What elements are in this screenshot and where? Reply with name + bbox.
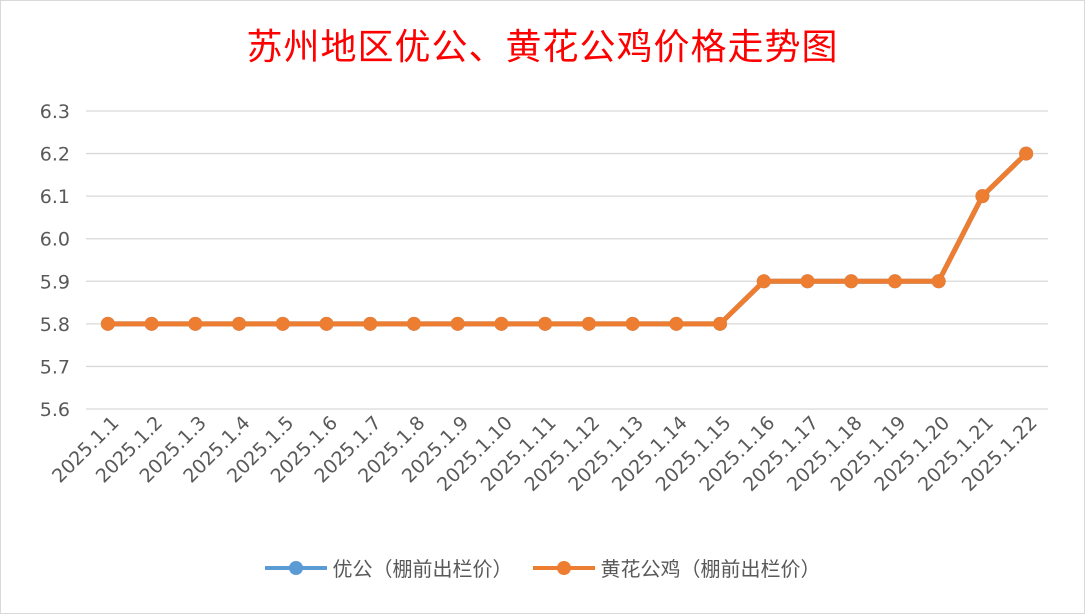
legend: 优公（棚前出栏价） 黄花公鸡（棚前出栏价） [0, 553, 1085, 582]
data-point [319, 316, 334, 331]
y-tick-label: 6.3 [40, 101, 70, 123]
data-point [581, 316, 596, 331]
legend-label-series-1: 优公（棚前出栏价） [332, 557, 513, 581]
data-point [931, 274, 946, 289]
data-point [450, 316, 465, 331]
data-point [669, 316, 684, 331]
y-tick-label: 6.2 [40, 144, 70, 166]
data-point [232, 316, 247, 331]
y-tick-label: 5.9 [40, 271, 70, 293]
data-point [975, 189, 990, 204]
data-point [275, 316, 290, 331]
data-point [756, 274, 771, 289]
data-point [800, 274, 815, 289]
legend-swatch-series-2 [532, 556, 595, 580]
data-point [1019, 146, 1034, 161]
data-point [494, 316, 509, 331]
data-point [406, 316, 421, 331]
data-point [363, 316, 378, 331]
data-point [144, 316, 159, 331]
data-point [625, 316, 640, 331]
data-point [100, 316, 115, 331]
data-point [844, 274, 859, 289]
legend-item-series-2: 黄花公鸡（棚前出栏价） [532, 553, 821, 582]
legend-label-series-2: 黄花公鸡（棚前出栏价） [600, 557, 821, 581]
chart-title: 苏州地区优公、黄花公鸡价格走势图 [246, 27, 839, 68]
series-line-2 [105, 151, 1029, 327]
data-point [713, 316, 728, 331]
y-tick-label: 6.1 [40, 186, 70, 208]
y-tick-label: 5.6 [40, 399, 70, 421]
legend-item-series-1: 优公（棚前出栏价） [264, 553, 513, 582]
y-tick-label: 5.8 [40, 314, 70, 336]
data-point [188, 316, 203, 331]
data-point [887, 274, 902, 289]
data-point [538, 316, 553, 331]
y-tick-label: 6.0 [40, 229, 70, 251]
y-tick-label: 5.7 [40, 356, 70, 378]
legend-swatch-series-1 [264, 556, 327, 580]
